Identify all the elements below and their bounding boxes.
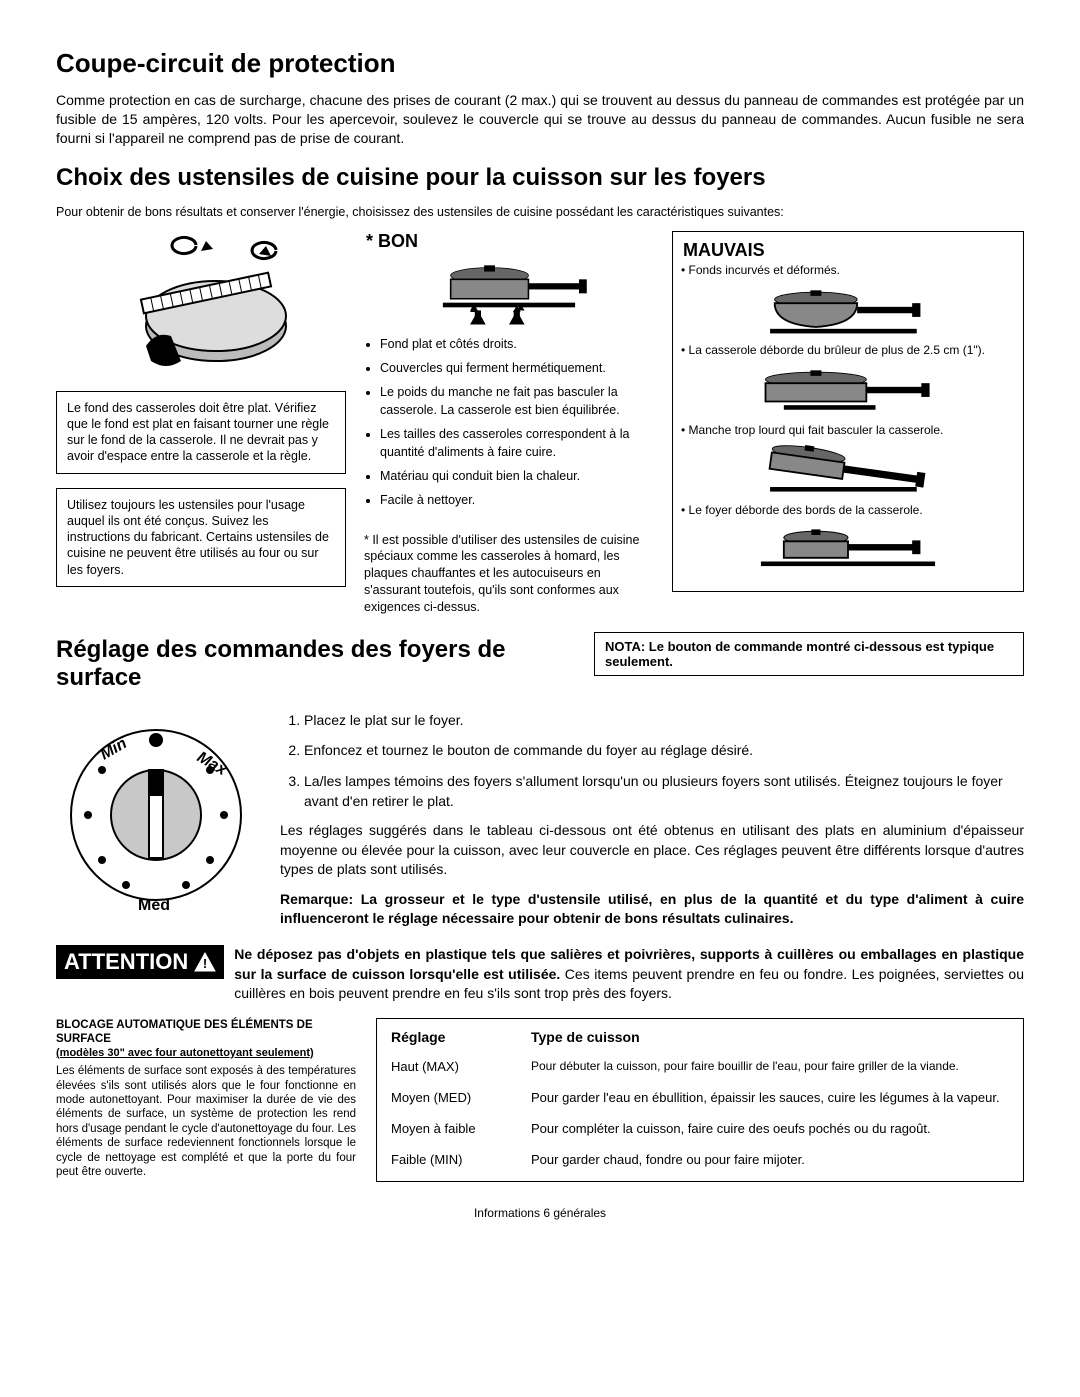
- mauvais-title: MAUVAIS: [683, 240, 1015, 261]
- good-pan-illustration: [364, 256, 654, 326]
- footer-left: Informations: [474, 1206, 540, 1220]
- settings-table: Réglage Type de cuisson Haut (MAX) Pour …: [376, 1018, 1024, 1182]
- control-knob-illustration: Min Max Med: [56, 710, 256, 920]
- bon-item: Le poids du manche ne fait pas basculer …: [380, 383, 654, 419]
- attention-label: ATTENTION: [64, 949, 188, 975]
- table-cell: Haut (MAX): [391, 1059, 531, 1074]
- blocage-h2: (modèles 30" avec four autonettoyant seu…: [56, 1047, 356, 1061]
- nota-box: NOTA: Le bouton de commande montré ci-de…: [594, 632, 1024, 676]
- bad-pan-1: [681, 283, 1015, 338]
- page-footer: Informations 6 générales: [56, 1206, 1024, 1220]
- section1-body: Comme protection en cas de surcharge, ch…: [56, 91, 1024, 148]
- col1-box2: Utilisez toujours les ustensiles pour l'…: [56, 488, 346, 587]
- step-item: Enfoncez et tournez le bouton de command…: [304, 740, 1024, 760]
- section2-intro: Pour obtenir de bons résultats et conser…: [56, 204, 1024, 221]
- table-row: Moyen à faible Pour compléter la cuisson…: [391, 1113, 1009, 1144]
- section3-para1: Les réglages suggérés dans le tableau ci…: [280, 821, 1024, 880]
- bad-item: Le foyer déborde des bords de la cassero…: [681, 503, 1015, 517]
- table-cell: Moyen (MED): [391, 1090, 531, 1105]
- bad-item: Manche trop lourd qui fait basculer la c…: [681, 423, 1015, 437]
- step-item: Placez le plat sur le foyer.: [304, 710, 1024, 730]
- table-cell: Pour compléter la cuisson, faire cuire d…: [531, 1121, 1009, 1136]
- bad-pan-2: [681, 363, 1015, 418]
- bon-item: Fond plat et côtés droits.: [380, 335, 654, 353]
- warning-icon: !: [194, 952, 216, 972]
- step-item: La/les lampes témoins des foyers s'allum…: [304, 771, 1024, 812]
- bon-item: Matériau qui conduit bien la chaleur.: [380, 467, 654, 485]
- bon-item: Couvercles qui ferment hermétiquement.: [380, 359, 654, 377]
- section3-title: Réglage des commandes des foyers de surf…: [56, 636, 576, 692]
- bad-pan-3: [681, 443, 1015, 498]
- blocage-body: Les éléments de surface sont exposés à d…: [56, 1064, 356, 1179]
- blocage-h1: BLOCAGE AUTOMATIQUE DES ÉLÉMENTS DE SURF…: [56, 1018, 356, 1047]
- table-row: Faible (MIN) Pour garder chaud, fondre o…: [391, 1144, 1009, 1175]
- table-cell: Faible (MIN): [391, 1152, 531, 1167]
- svg-text:!: !: [203, 956, 207, 971]
- bad-item: La casserole déborde du brûleur de plus …: [681, 343, 1015, 357]
- svg-text:Med: Med: [138, 897, 170, 914]
- remarque-text: La grosseur et le type d'ustensile utili…: [280, 891, 1024, 927]
- bad-item: Fonds incurvés et déformés.: [681, 263, 1015, 277]
- attention-block: ATTENTION ! Ne déposez pas d'objets en p…: [56, 945, 1024, 1004]
- bon-footnote: * Il est possible d'utiliser des ustensi…: [364, 532, 654, 616]
- table-row: Haut (MAX) Pour débuter la cuisson, pour…: [391, 1051, 1009, 1082]
- table-cell: Moyen à faible: [391, 1121, 531, 1136]
- attention-badge: ATTENTION !: [56, 945, 224, 979]
- remarque-label: Remarque:: [280, 891, 353, 907]
- table-row: Moyen (MED) Pour garder l'eau en ébullit…: [391, 1082, 1009, 1113]
- table-head-type: Type de cuisson: [531, 1029, 1009, 1045]
- section2-title: Choix des ustensiles de cuisine pour la …: [56, 164, 1024, 192]
- bon-item: Facile à nettoyer.: [380, 491, 654, 509]
- table-cell: Pour garder chaud, fondre ou pour faire …: [531, 1152, 1009, 1167]
- ruler-pan-illustration: [56, 231, 346, 381]
- cookware-columns: Le fond des casseroles doit être plat. V…: [56, 231, 1024, 626]
- table-cell: Pour débuter la cuisson, pour faire boui…: [531, 1059, 1009, 1073]
- col1-box1: Le fond des casseroles doit être plat. V…: [56, 391, 346, 474]
- blocage-block: BLOCAGE AUTOMATIQUE DES ÉLÉMENTS DE SURF…: [56, 1018, 356, 1182]
- table-cell: Pour garder l'eau en ébullition, épaissi…: [531, 1090, 1009, 1105]
- bon-list: Fond plat et côtés droits. Couvercles qu…: [364, 335, 654, 510]
- bad-pan-4: [681, 523, 1015, 578]
- bon-item: Les tailles des casseroles correspondent…: [380, 425, 654, 461]
- section1-title: Coupe-circuit de protection: [56, 48, 1024, 79]
- footer-right: générales: [553, 1206, 606, 1220]
- steps-list: Placez le plat sur le foyer. Enfoncez et…: [280, 710, 1024, 811]
- bon-title: * BON: [366, 231, 654, 252]
- table-head-reglage: Réglage: [391, 1029, 531, 1045]
- section3-remarque: Remarque: La grosseur et le type d'usten…: [280, 890, 1024, 929]
- footer-page: 6: [543, 1206, 550, 1220]
